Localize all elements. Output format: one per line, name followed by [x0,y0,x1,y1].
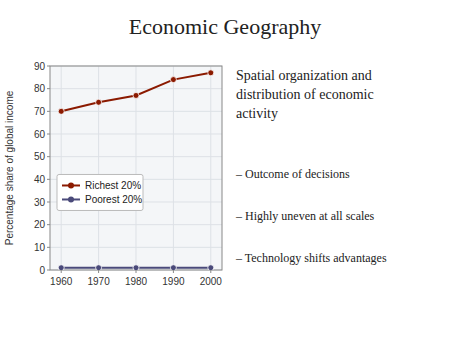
axes: 0 10 20 30 40 50 60 70 80 90 1960 1970 1980 1990 2000 P… [4,61,222,288]
grid-line [98,66,99,270]
series-point [208,265,214,270]
legend-label: Poorest 20% [85,194,142,205]
tick-label: 1960 [50,276,73,287]
series-point [208,70,214,76]
tick-label: 80 [34,83,46,94]
series-point [170,77,176,83]
chart-title: Economic Geography [129,14,321,39]
grid-line [61,66,62,270]
grid-line [210,66,211,270]
tick-label: 20 [34,219,46,230]
annotation-text: distribution of economic [236,87,374,102]
series-point [58,265,64,270]
tick-label: 1980 [125,276,148,287]
tick-label: 10 [34,242,46,253]
tick-label: 90 [34,61,46,72]
series-line [61,73,211,112]
legend: Richest 20% Poorest 20% [57,174,143,210]
tick-label: 70 [34,106,46,117]
tick-label: 30 [34,197,46,208]
annotation-text: activity [236,106,278,121]
chart-root: Economic Geography 0 10 20 30 40 50 60 70 80 90 196… [0,0,450,338]
tick-label: 1990 [162,276,185,287]
series-point [96,99,102,105]
legend-label: Richest 20% [85,180,141,191]
tick-label: 50 [34,151,46,162]
series-point [96,265,102,270]
plot-background [50,66,222,270]
tick-label: 0 [39,265,45,276]
bullet-text: – Technology shifts advantages [235,251,387,265]
plot-frame [50,66,222,270]
series-point [133,92,139,98]
series-point [133,265,139,270]
legend-box [57,174,143,210]
legend-swatch [68,182,74,188]
series-point [170,265,176,270]
tick-label: 60 [34,129,46,140]
grid-line [173,66,174,270]
bullet-text: – Highly uneven at all scales [235,209,375,223]
tick-label: 2000 [200,276,223,287]
legend-swatch [68,196,74,202]
axis-label: Percentage share of global income [4,90,15,245]
data-layer [58,70,214,270]
tick-label: 40 [34,174,46,185]
bullet-text: – Outcome of decisions [235,167,350,181]
annotation-text: Spatial organization and [236,68,372,83]
series-point [58,108,64,114]
annotations: Spatial organization and distribution of … [235,68,387,265]
tick-label: 1970 [87,276,110,287]
